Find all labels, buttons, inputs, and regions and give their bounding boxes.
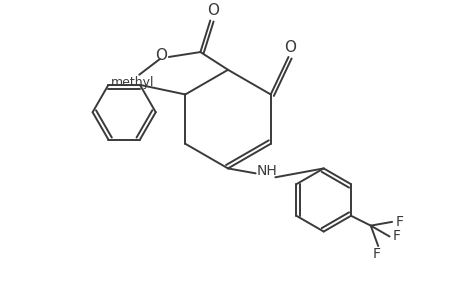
Text: methyl: methyl bbox=[110, 76, 154, 89]
Text: O: O bbox=[207, 3, 219, 18]
Text: F: F bbox=[395, 215, 403, 229]
Text: O: O bbox=[155, 49, 167, 64]
Text: O: O bbox=[284, 40, 296, 55]
Text: NH: NH bbox=[257, 164, 277, 178]
Text: F: F bbox=[371, 247, 380, 261]
Text: F: F bbox=[392, 230, 400, 244]
